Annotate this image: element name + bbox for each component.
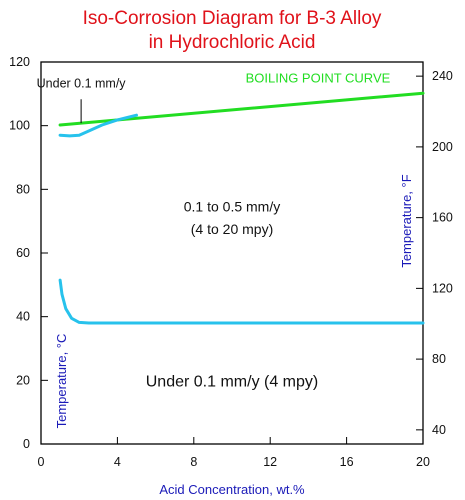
x-axis: 0 4 8 12 16 20 — [38, 437, 430, 469]
chart-subtitle: in Hydrochloric Acid — [149, 32, 316, 53]
series-layer — [58, 91, 425, 325]
y-tick-label: 120 — [9, 55, 30, 69]
x-axis-label: Acid Concentration, wt.% — [159, 482, 305, 497]
x-tick-label: 16 — [340, 455, 354, 469]
y2-tick-label: 240 — [432, 69, 453, 83]
y-axis: 0 20 40 60 80 100 120 — [9, 55, 48, 451]
annotation-low-range: Under 0.1 mm/y (4 mpy) — [146, 374, 318, 391]
y-tick-label: 0 — [23, 437, 30, 451]
y-axis-label: Temperature, °C — [54, 334, 69, 429]
y2-axis-label: Temperature, °F — [399, 174, 414, 267]
y2-tick-label: 200 — [432, 140, 453, 154]
x-tick-label: 0 — [38, 455, 45, 469]
y2-tick-label: 160 — [432, 211, 453, 225]
annotation-under-top: Under 0.1 mm/y — [37, 76, 127, 90]
x-tick-label: 4 — [114, 455, 121, 469]
y-tick-label: 80 — [16, 182, 30, 196]
y-tick-label: 60 — [16, 246, 30, 260]
iso-curve-upper — [58, 113, 138, 138]
y2-tick-label: 80 — [432, 352, 446, 366]
y2-tick-label: 40 — [432, 423, 446, 437]
boiling-curve-label: BOILING POINT CURVE — [246, 71, 391, 86]
x-tick-label: 12 — [263, 455, 277, 469]
y2-axis: 40 80 120 160 200 240 — [416, 69, 453, 437]
y-tick-label: 100 — [9, 119, 30, 133]
x-tick-label: 8 — [190, 455, 197, 469]
y-tick-label: 20 — [16, 373, 30, 387]
x-tick-label: 20 — [416, 455, 430, 469]
y-tick-label: 40 — [16, 310, 30, 324]
y2-tick-label: 120 — [432, 281, 453, 295]
annotation-mid-range: 0.1 to 0.5 mm/y — [184, 199, 280, 215]
chart-title: Iso-Corrosion Diagram for B-3 Alloy — [83, 8, 382, 29]
annotation-mid-range-mpy: (4 to 20 mpy) — [191, 221, 273, 237]
iso-curve-lower — [58, 278, 425, 325]
